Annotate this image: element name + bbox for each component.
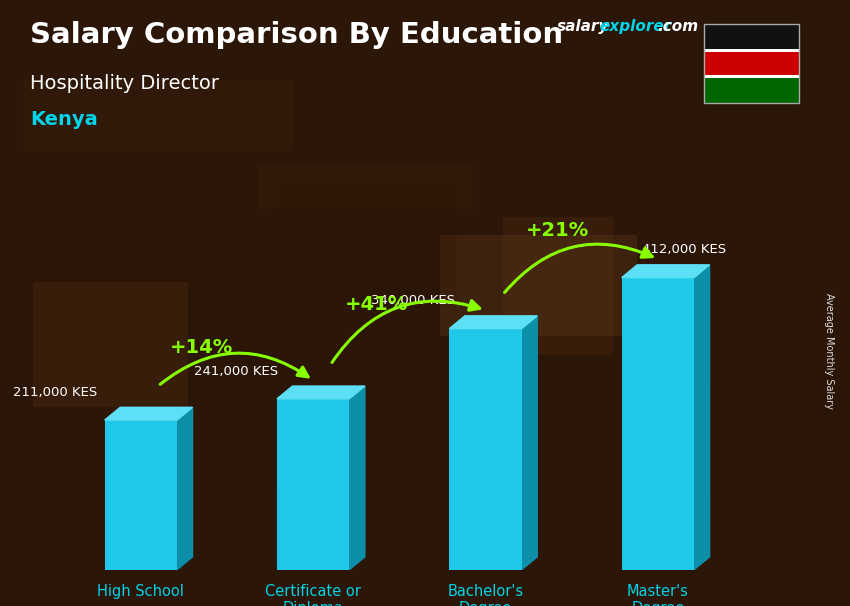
Text: +14%: +14%: [169, 338, 233, 356]
Polygon shape: [277, 386, 365, 399]
Bar: [105, 420, 177, 570]
Bar: [277, 399, 349, 570]
Polygon shape: [349, 386, 365, 570]
Text: Average Monthly Salary: Average Monthly Salary: [824, 293, 834, 410]
Text: Kenya: Kenya: [30, 110, 98, 129]
Polygon shape: [105, 407, 193, 420]
Text: Salary Comparison By Education: Salary Comparison By Education: [30, 21, 563, 49]
Polygon shape: [694, 265, 710, 570]
Polygon shape: [450, 316, 537, 328]
Text: 241,000 KES: 241,000 KES: [194, 365, 278, 378]
Bar: [621, 278, 694, 570]
Polygon shape: [735, 30, 768, 97]
Text: +41%: +41%: [345, 295, 409, 314]
Text: .com: .com: [657, 19, 698, 35]
Polygon shape: [738, 36, 765, 92]
Polygon shape: [177, 407, 193, 570]
Text: salary: salary: [557, 19, 609, 35]
Text: 211,000 KES: 211,000 KES: [13, 386, 97, 399]
Bar: [450, 328, 522, 570]
Polygon shape: [522, 316, 537, 570]
Polygon shape: [621, 265, 710, 278]
Text: 412,000 KES: 412,000 KES: [642, 243, 726, 256]
Text: 340,000 KES: 340,000 KES: [371, 295, 455, 307]
Text: Hospitality Director: Hospitality Director: [30, 74, 218, 93]
Text: +21%: +21%: [526, 221, 590, 241]
Text: explorer: explorer: [599, 19, 672, 35]
